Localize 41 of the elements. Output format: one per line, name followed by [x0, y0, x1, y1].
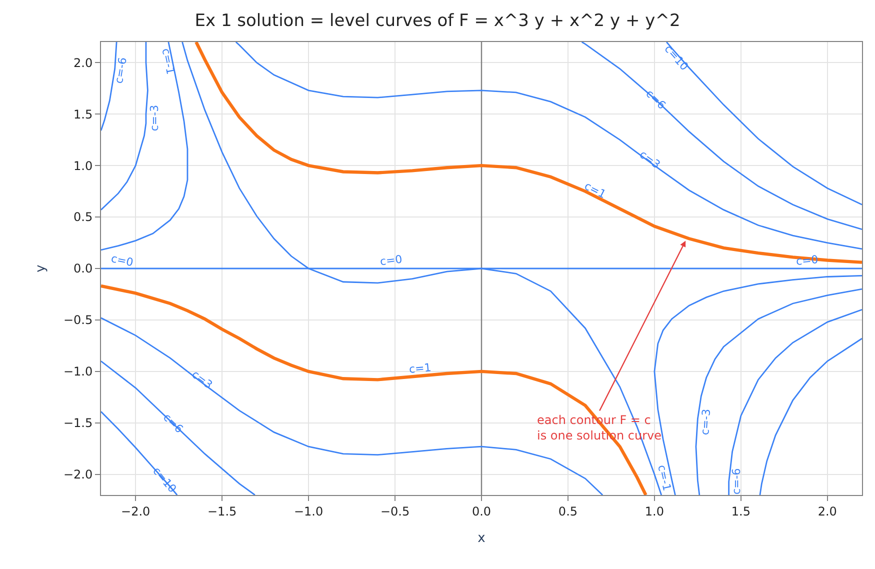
chart-title: Ex 1 solution = level curves of F = x^3 y + x^2 y + y^2 — [194, 11, 680, 32]
annotation: c=1 — [408, 361, 432, 376]
line-series — [666, 42, 862, 206]
y-tick-label: 1.0 — [74, 158, 93, 173]
line-series — [101, 42, 148, 211]
annotation: c=0 — [379, 252, 403, 268]
line-series — [581, 42, 862, 230]
y-tick-label: −2.0 — [63, 468, 93, 482]
x-tick-label: 1.5 — [731, 504, 750, 518]
annotation: c=-3 — [148, 104, 161, 132]
x-tick-label: −1.0 — [294, 504, 324, 518]
y-tick-label: −0.5 — [63, 313, 93, 328]
x-tick-label: −1.5 — [208, 504, 237, 518]
y-tick-label: −1.5 — [63, 416, 93, 430]
y-tick-label: 0.0 — [74, 262, 93, 276]
x-tick-label: −0.5 — [380, 504, 410, 518]
line-series — [101, 42, 188, 251]
annotation: c=-3 — [698, 408, 714, 436]
y-tick-label: 1.5 — [74, 107, 93, 122]
line-series — [101, 360, 256, 495]
x-tick-label: 0.5 — [558, 504, 578, 518]
x-tick-label: 2.0 — [818, 504, 837, 518]
annotation: c=-6 — [112, 56, 130, 84]
line-series — [728, 308, 862, 495]
x-tick-label: 0.0 — [472, 504, 492, 518]
x-tick-label: −2.0 — [121, 504, 150, 518]
y-tick-label: 0.5 — [74, 210, 93, 224]
annotation: c=0 — [795, 253, 819, 268]
annotation: c=0 — [110, 252, 134, 270]
y-tick-label: −1.0 — [63, 364, 93, 379]
line-series — [759, 338, 862, 495]
annotation: c=-1 — [159, 47, 178, 76]
x-axis-title: x — [478, 531, 486, 546]
line-series — [101, 42, 118, 132]
annotation: c=1 — [582, 179, 608, 202]
x-tick-label: 1.0 — [644, 504, 664, 518]
line-series — [695, 288, 862, 495]
y-tick-label: 2.0 — [74, 56, 93, 70]
y-axis-title: y — [33, 264, 48, 272]
annotation: c=-1 — [655, 464, 674, 492]
annotation: c=-6 — [730, 468, 744, 494]
